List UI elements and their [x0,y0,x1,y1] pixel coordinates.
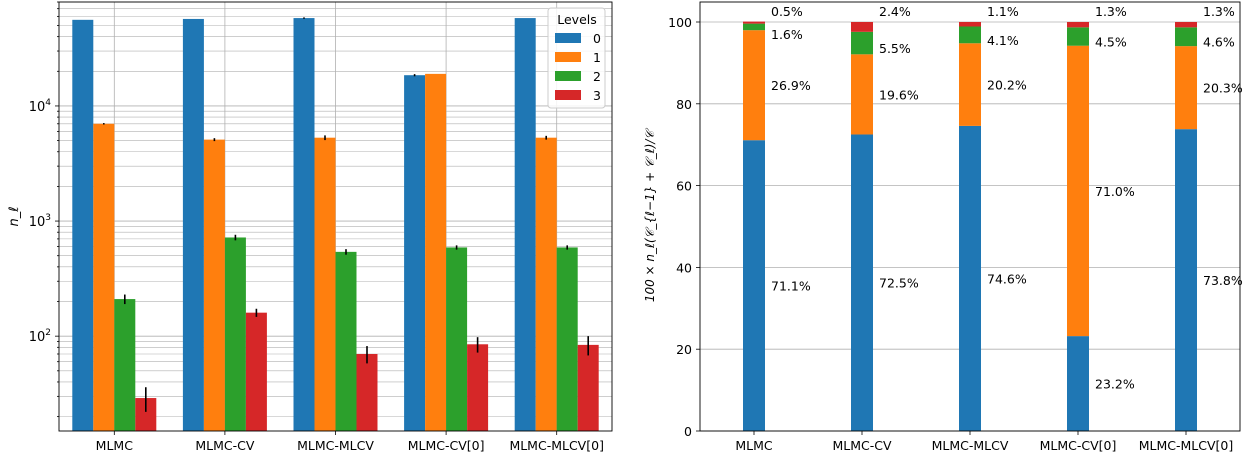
stack-level-3-mlmc-cv[0] [1067,22,1089,28]
bar-level-0-mlmc-mlcv [293,18,315,432]
bar-level-1-mlmc-mlcv [314,137,336,431]
stack-level-3-mlmc-mlcv[0] [1175,22,1197,28]
percent-label-level-3: 0.5% [771,4,803,19]
bar-level-1-mlmc-cv[0] [425,73,447,432]
y-tick-label: 102 [29,328,51,345]
percent-label-level-0: 73.8% [1203,273,1243,288]
right-chart-cost-share: 71.1% 26.9% 1.6% 0.5% 72.5% 19.6% 5.5% 2.4% 74.6… [643,1,1243,453]
percent-label-level-2: 4.1% [987,33,1019,48]
percent-label-level-2: 5.5% [879,41,911,56]
bar-level-1-mlmc [93,123,115,431]
stack-level-1-mlmc [743,30,765,141]
bar-level-2-mlmc-mlcv [335,251,357,431]
y-tick-label: 104 [29,98,52,115]
stack-level-3-mlmc-mlcv [959,22,981,27]
stack-level-2-mlmc-cv[0] [1067,27,1089,46]
percent-label-level-0: 71.1% [771,279,811,294]
bar-level-3-mlmc [135,398,157,431]
bar-level-2-mlmc-mlcv[0] [556,247,578,431]
bar-level-3-mlmc-mlcv[0] [577,344,599,431]
y-axis-label: 100 × n_ℓ(𝒞_{ℓ−1} + 𝒞_ℓ)/𝒞 [643,128,657,303]
y-tick-label: 103 [29,213,51,230]
x-tick-label: MLMC-CV [195,438,255,453]
legend-entry: 2 [593,69,601,84]
y-tick-label: 60 [676,179,692,194]
stack-level-2-mlmc-mlcv[0] [1175,27,1197,47]
legend-swatch-level-0 [555,33,581,43]
percent-label-level-0: 72.5% [879,276,919,291]
stack-level-0-mlmc-mlcv[0] [1175,129,1197,431]
legend-title: Levels [557,12,597,27]
bar-level-3-mlmc-cv [245,312,267,431]
stack-level-0-mlmc-mlcv [959,125,981,432]
x-tick-label: MLMC-MLCV[0] [509,438,604,453]
y-tick-label: 0 [684,424,692,439]
percent-label-level-2: 4.5% [1095,35,1127,50]
bar-level-2-mlmc-cv[0] [446,247,468,431]
x-tick-label: MLMC-MLCV[0] [1139,438,1234,453]
x-tick-label: MLMC [735,438,773,453]
bar-level-0-mlmc-cv[0] [404,75,426,431]
legend-entry: 0 [593,31,601,46]
x-tick-label: MLMC [96,438,134,453]
x-tick-label: MLMC-CV[0] [1040,438,1117,453]
percent-label-level-1: 26.9% [771,78,811,93]
x-tick-label: MLMC-MLCV [297,438,374,453]
percent-label-level-1: 20.3% [1203,81,1243,96]
percent-label-level-0: 74.6% [987,271,1027,286]
bar-level-1-mlmc-cv [203,139,225,432]
bar-level-0-mlmc-cv [182,18,204,432]
y-axis-label: n_ℓ [7,206,22,226]
bar-level-1-mlmc-mlcv[0] [535,137,557,431]
legend: Levels 0 1 2 3 [547,7,606,109]
bar-level-2-mlmc [114,299,136,431]
stack-level-1-mlmc-mlcv [959,43,981,126]
bar-level-3-mlmc-cv[0] [467,344,489,431]
stack-level-3-mlmc [743,21,765,24]
stack-level-1-mlmc-cv [851,54,873,135]
y-tick-label: 40 [676,260,692,275]
percent-label-level-2: 1.6% [771,27,803,42]
stack-level-1-mlmc-mlcv[0] [1175,46,1197,130]
stack-level-3-mlmc-cv [851,22,873,32]
percent-label-level-0: 23.2% [1095,377,1135,392]
stack-level-0-mlmc-cv [851,134,873,431]
percent-label-level-3: 2.4% [879,4,911,19]
percent-label-level-3: 1.1% [987,4,1019,19]
y-tick-label: 100 [668,15,692,30]
percent-label-level-3: 1.3% [1203,4,1235,19]
y-tick-label: 80 [676,97,692,112]
stack-level-2-mlmc-cv [851,31,873,55]
x-tick-label: MLMC-MLCV [932,438,1009,453]
percent-label-level-3: 1.3% [1095,4,1127,19]
legend-swatch-level-1 [555,52,581,62]
y-tick-label: 20 [676,342,692,357]
legend-swatch-level-3 [555,90,581,100]
x-tick-label: MLMC-CV[0] [408,438,485,453]
legend-swatch-level-2 [555,71,581,81]
legend-entry: 3 [593,88,601,103]
stack-level-0-mlmc [743,140,765,432]
x-tick-label: MLMC-CV [832,438,892,453]
bar-level-0-mlmc-mlcv[0] [514,18,536,432]
stack-level-0-mlmc-cv[0] [1067,336,1089,431]
bar-level-0-mlmc [72,19,94,432]
percent-label-level-1: 71.0% [1095,184,1135,199]
percent-label-level-2: 4.6% [1203,35,1235,50]
percent-label-level-1: 20.2% [987,78,1027,93]
legend-entry: 1 [593,50,601,65]
percent-label-level-1: 19.6% [879,87,919,102]
stack-level-2-mlmc-mlcv [959,26,981,44]
stack-level-1-mlmc-cv[0] [1067,45,1089,337]
bar-level-2-mlmc-cv [224,237,246,431]
bar-level-3-mlmc-mlcv [356,353,378,431]
stack-level-2-mlmc [743,23,765,31]
